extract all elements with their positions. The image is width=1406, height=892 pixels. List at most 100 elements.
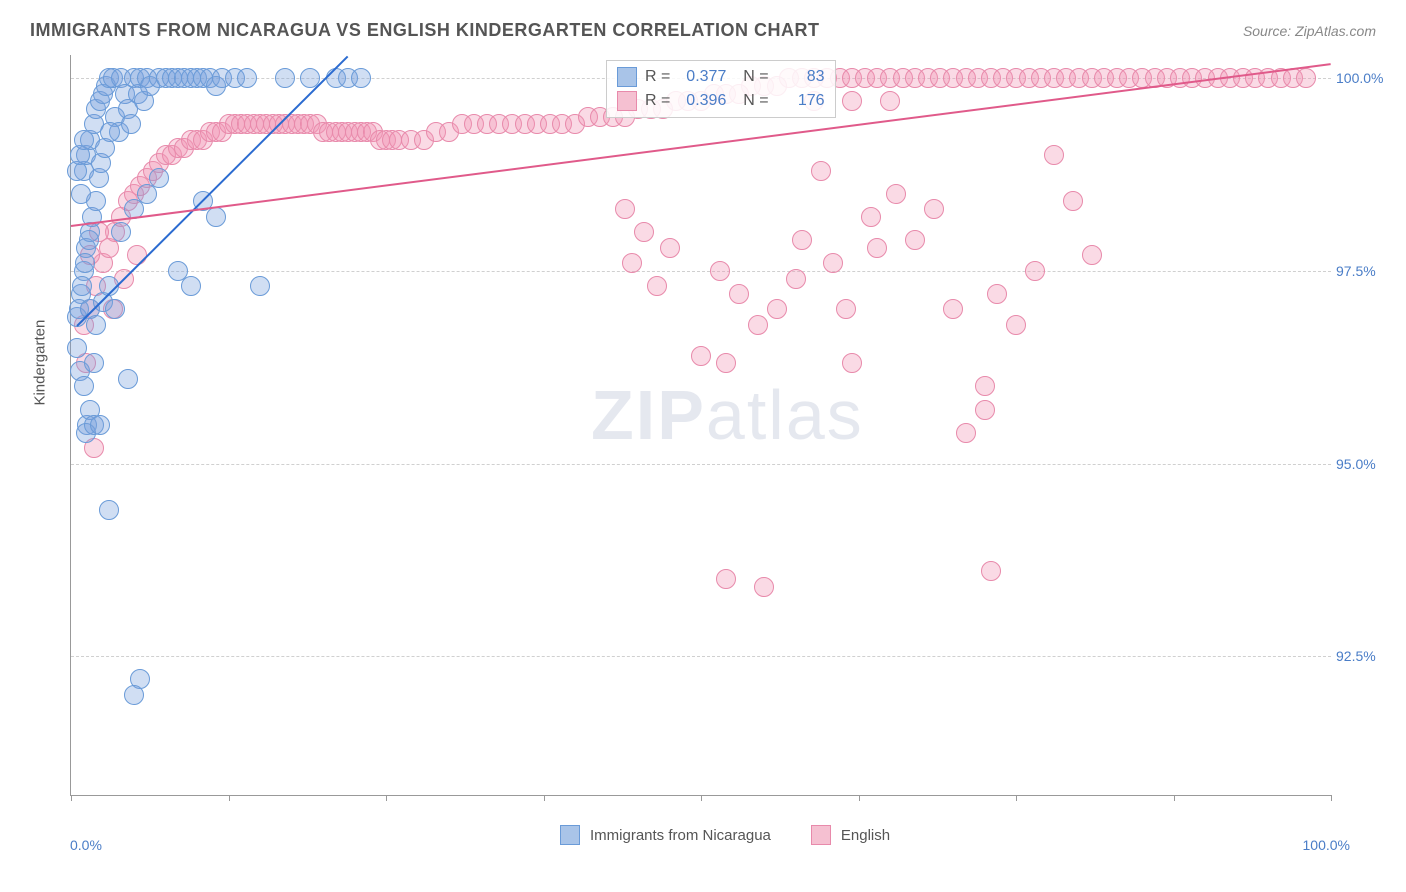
x-tick bbox=[71, 795, 72, 801]
chart-title: IMMIGRANTS FROM NICARAGUA VS ENGLISH KIN… bbox=[30, 20, 819, 41]
legend-label-blue: Immigrants from Nicaragua bbox=[590, 827, 771, 844]
y-tick-label: 97.5% bbox=[1336, 263, 1391, 279]
scatter-point-blue bbox=[74, 376, 94, 396]
watermark-prefix: ZIP bbox=[591, 376, 706, 454]
legend-swatch-pink bbox=[811, 825, 831, 845]
scatter-point-pink bbox=[754, 577, 774, 597]
scatter-point-pink bbox=[836, 299, 856, 319]
scatter-point-pink bbox=[867, 238, 887, 258]
stat-n-label: N = bbox=[734, 65, 768, 89]
scatter-point-blue bbox=[250, 276, 270, 296]
scatter-point-blue bbox=[67, 338, 87, 358]
scatter-point-blue bbox=[74, 130, 94, 150]
scatter-point-blue bbox=[121, 114, 141, 134]
stats-box: R = 0.377 N = 83 R = 0.396 N = 176 bbox=[606, 60, 836, 118]
scatter-point-blue bbox=[111, 222, 131, 242]
scatter-point-pink bbox=[886, 184, 906, 204]
legend-label-pink: English bbox=[841, 827, 890, 844]
scatter-point-pink bbox=[823, 253, 843, 273]
scatter-point-blue bbox=[351, 68, 371, 88]
scatter-point-blue bbox=[79, 230, 99, 250]
scatter-point-blue bbox=[71, 184, 91, 204]
scatter-point-pink bbox=[634, 222, 654, 242]
scatter-point-pink bbox=[981, 561, 1001, 581]
scatter-point-blue bbox=[100, 122, 120, 142]
scatter-point-pink bbox=[861, 207, 881, 227]
legend-swatch-blue bbox=[560, 825, 580, 845]
scatter-point-pink bbox=[792, 230, 812, 250]
stats-row-pink: R = 0.396 N = 176 bbox=[617, 89, 825, 113]
y-tick-label: 100.0% bbox=[1336, 70, 1391, 86]
x-tick bbox=[1174, 795, 1175, 801]
scatter-point-pink bbox=[127, 245, 147, 265]
scatter-point-pink bbox=[716, 569, 736, 589]
stat-r-label: R = bbox=[645, 65, 670, 89]
x-tick bbox=[229, 795, 230, 801]
scatter-point-pink bbox=[975, 400, 995, 420]
scatter-point-blue bbox=[118, 369, 138, 389]
plot-area: ZIPatlas 92.5%95.0%97.5%100.0% R = 0.377… bbox=[70, 55, 1331, 796]
scatter-point-pink bbox=[622, 253, 642, 273]
stat-n-pink: 176 bbox=[777, 89, 825, 113]
scatter-point-blue bbox=[72, 276, 92, 296]
scatter-point-pink bbox=[748, 315, 768, 335]
scatter-point-blue bbox=[75, 253, 95, 273]
scatter-point-pink bbox=[691, 346, 711, 366]
scatter-point-pink bbox=[615, 199, 635, 219]
scatter-point-pink bbox=[729, 284, 749, 304]
scatter-point-pink bbox=[660, 238, 680, 258]
scatter-point-pink bbox=[647, 276, 667, 296]
scatter-point-pink bbox=[716, 353, 736, 373]
scatter-point-pink bbox=[943, 299, 963, 319]
scatter-point-blue bbox=[237, 68, 257, 88]
bottom-legend: Immigrants from Nicaragua English bbox=[560, 825, 890, 845]
x-axis-min-label: 0.0% bbox=[70, 837, 102, 853]
scatter-point-pink bbox=[811, 161, 831, 181]
scatter-point-blue bbox=[275, 68, 295, 88]
y-axis-title: Kindergarten bbox=[32, 320, 49, 406]
scatter-point-pink bbox=[767, 299, 787, 319]
scatter-point-blue bbox=[99, 500, 119, 520]
y-tick-label: 92.5% bbox=[1336, 648, 1391, 664]
y-tick-label: 95.0% bbox=[1336, 456, 1391, 472]
stat-n-label: N = bbox=[734, 89, 768, 113]
gridline bbox=[71, 271, 1331, 272]
scatter-point-blue bbox=[181, 276, 201, 296]
gridline bbox=[71, 464, 1331, 465]
scatter-point-pink bbox=[880, 91, 900, 111]
scatter-point-pink bbox=[786, 269, 806, 289]
scatter-point-blue bbox=[105, 299, 125, 319]
scatter-point-pink bbox=[924, 199, 944, 219]
x-tick bbox=[1331, 795, 1332, 801]
watermark-suffix: atlas bbox=[706, 376, 864, 454]
scatter-point-pink bbox=[956, 423, 976, 443]
scatter-point-blue bbox=[90, 415, 110, 435]
scatter-point-blue bbox=[84, 353, 104, 373]
scatter-point-blue bbox=[149, 168, 169, 188]
scatter-point-pink bbox=[842, 353, 862, 373]
x-axis-max-label: 100.0% bbox=[1303, 837, 1350, 853]
stat-r-pink: 0.396 bbox=[678, 89, 726, 113]
swatch-blue bbox=[617, 67, 637, 87]
x-tick bbox=[859, 795, 860, 801]
scatter-point-pink bbox=[1296, 68, 1316, 88]
x-tick bbox=[544, 795, 545, 801]
chart-source: Source: ZipAtlas.com bbox=[1243, 23, 1376, 39]
scatter-point-pink bbox=[905, 230, 925, 250]
scatter-point-pink bbox=[1082, 245, 1102, 265]
stat-n-blue: 83 bbox=[777, 65, 825, 89]
scatter-point-pink bbox=[987, 284, 1007, 304]
scatter-point-blue bbox=[124, 685, 144, 705]
scatter-point-blue bbox=[86, 315, 106, 335]
scatter-point-blue bbox=[206, 207, 226, 227]
watermark: ZIPatlas bbox=[591, 375, 864, 455]
stats-row-blue: R = 0.377 N = 83 bbox=[617, 65, 825, 89]
swatch-pink bbox=[617, 91, 637, 111]
scatter-point-pink bbox=[1044, 145, 1064, 165]
scatter-point-pink bbox=[710, 261, 730, 281]
x-tick bbox=[701, 795, 702, 801]
scatter-point-pink bbox=[1063, 191, 1083, 211]
gridline bbox=[71, 656, 1331, 657]
x-tick bbox=[386, 795, 387, 801]
x-tick bbox=[1016, 795, 1017, 801]
